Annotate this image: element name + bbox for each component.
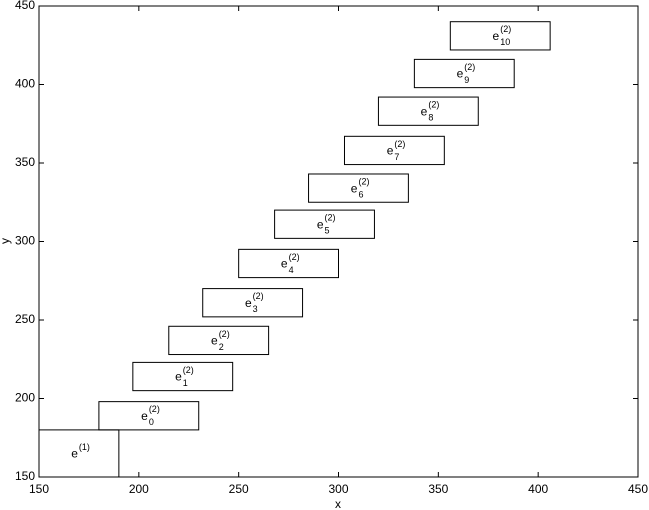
box-label: e — [457, 67, 464, 81]
y-tick-label: 400 — [15, 77, 35, 91]
box-label-sup: (2) — [149, 404, 160, 414]
box-label: e — [317, 217, 324, 231]
box — [238, 248, 340, 279]
box-label-sup: (2) — [500, 24, 511, 34]
y-tick-label: 350 — [15, 155, 35, 169]
box — [274, 209, 375, 239]
box-label-sub: 7 — [394, 152, 399, 162]
x-tick-label: 200 — [129, 482, 149, 496]
y-tick-label: 250 — [15, 312, 35, 326]
x-tick-label: 450 — [628, 482, 648, 496]
box-label: e — [141, 409, 148, 423]
box — [38, 429, 120, 478]
box — [308, 173, 409, 203]
box-label-sub: 2 — [219, 342, 224, 352]
box-label-sup: (2) — [325, 213, 336, 223]
box-label-sup: (2) — [183, 365, 194, 375]
box-label-sub: 10 — [500, 37, 510, 47]
box-label-sub: 3 — [253, 304, 258, 314]
x-axis-label: x — [335, 497, 341, 510]
x-tick-label: 400 — [528, 482, 548, 496]
box — [449, 21, 551, 51]
box — [202, 288, 304, 318]
box — [98, 401, 200, 431]
y-tick-label: 300 — [15, 234, 35, 248]
box-label: e — [245, 296, 252, 310]
box-label: e — [281, 257, 288, 271]
y-axis-label: y — [0, 238, 12, 244]
box-label-sub: 5 — [325, 226, 330, 236]
box-label-sub: 6 — [358, 189, 363, 199]
box-label: e — [421, 104, 428, 118]
box — [132, 361, 234, 392]
box-label: e — [493, 29, 500, 43]
box-label-sup: (2) — [219, 329, 230, 339]
x-tick-label: 150 — [29, 482, 49, 496]
box-label-sup: (2) — [394, 139, 405, 149]
box-label-sub: 8 — [428, 113, 433, 123]
box-label-sup: (1) — [79, 442, 90, 452]
plot-frame — [38, 5, 639, 478]
box-label-sup: (2) — [428, 100, 439, 110]
box-label-sup: (2) — [253, 291, 264, 301]
y-tick-label: 150 — [15, 469, 35, 483]
box-label-sub: 9 — [464, 75, 469, 85]
box — [343, 135, 445, 166]
box-label-sub: 1 — [183, 378, 188, 388]
x-tick-label: 250 — [229, 482, 249, 496]
box-label-sub: 4 — [289, 265, 294, 275]
y-tick-label: 450 — [15, 0, 35, 12]
box-label: e — [71, 447, 78, 461]
box-label: e — [351, 181, 358, 195]
box — [377, 96, 479, 126]
x-tick-label: 350 — [428, 482, 448, 496]
box — [168, 325, 270, 356]
box-label: e — [211, 334, 218, 348]
box-label-sup: (2) — [464, 62, 475, 72]
box-label: e — [175, 370, 182, 384]
box-label: e — [387, 144, 394, 158]
x-tick-label: 300 — [328, 482, 348, 496]
box — [413, 58, 515, 89]
y-tick-label: 200 — [15, 391, 35, 405]
box-label-sub: 0 — [149, 417, 154, 427]
box-label-sup: (2) — [358, 176, 369, 186]
box-label-sup: (2) — [289, 252, 300, 262]
